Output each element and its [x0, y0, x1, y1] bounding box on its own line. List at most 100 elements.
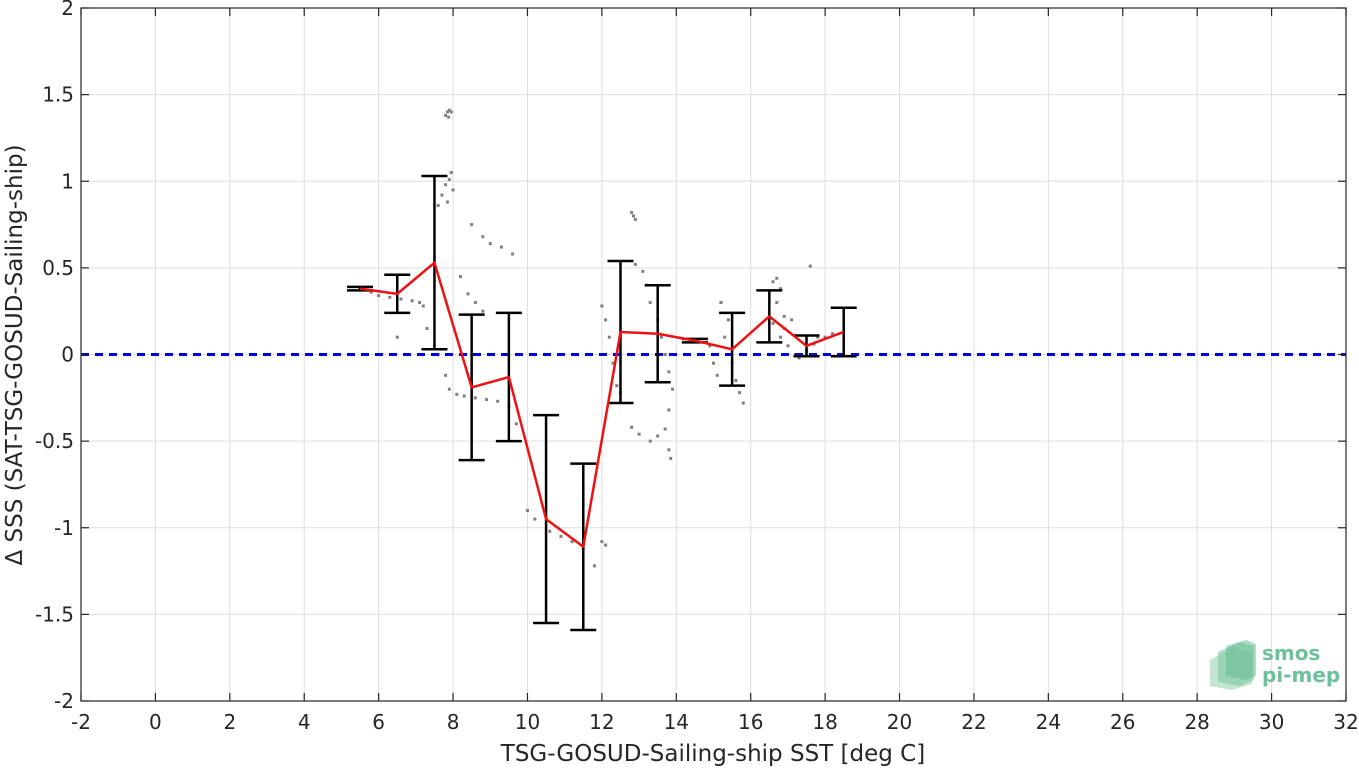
- logo-text-line2: pi-mep: [1262, 663, 1340, 687]
- x-axis-ticks: -2 0 2 4 6 8 10 12 14 16 18 20 22 24 26 28 30 32: [71, 8, 1359, 734]
- scatter-point: [723, 335, 727, 339]
- scatter-point: [447, 108, 451, 112]
- scatter-point: [425, 327, 429, 331]
- scatter-point: [667, 448, 671, 452]
- x-tick-label: 12: [589, 710, 614, 734]
- scatter-point: [630, 210, 634, 214]
- scatter-point: [734, 378, 738, 382]
- scatter-point: [485, 398, 489, 402]
- mean-series-line: [359, 261, 845, 549]
- scatter-point: [659, 335, 663, 339]
- scatter-point: [633, 262, 637, 266]
- scatter-point: [455, 392, 459, 396]
- scatter-point: [797, 356, 801, 360]
- scatter-point: [548, 529, 552, 533]
- mean-line: [359, 261, 845, 549]
- scatter-point: [570, 540, 574, 544]
- y-tick-label: -1: [54, 516, 74, 540]
- scatter-point: [399, 297, 403, 301]
- scatter-point: [615, 384, 619, 388]
- scatter-point: [778, 335, 782, 339]
- scatter-point: [611, 361, 615, 365]
- x-tick-label: -2: [71, 710, 91, 734]
- scatter-point: [630, 425, 634, 429]
- scatter-point: [447, 115, 451, 119]
- scatter-point: [481, 309, 485, 313]
- scatter-point: [600, 304, 604, 308]
- scatter-point: [445, 200, 449, 204]
- scatter-point: [369, 290, 373, 294]
- scatter-point: [499, 245, 503, 249]
- scatter-point: [648, 301, 652, 305]
- scatter-point: [663, 427, 667, 431]
- x-tick-label: 0: [149, 710, 162, 734]
- scatter-point: [604, 318, 608, 322]
- x-tick-label: 4: [298, 710, 311, 734]
- x-tick-label: 32: [1333, 710, 1358, 734]
- scatter-points: [358, 108, 835, 568]
- x-tick-label: 24: [1036, 710, 1061, 734]
- scatter-point: [592, 564, 596, 568]
- x-tick-label: 10: [515, 710, 540, 734]
- scatter-point: [449, 110, 453, 114]
- logo-text-line1: smos: [1262, 641, 1320, 665]
- scatter-point: [712, 361, 715, 365]
- scatter-point: [786, 344, 790, 348]
- x-axis-title: TSG-GOSUD-Sailing-ship SST [deg C]: [500, 741, 925, 767]
- scatter-point: [533, 517, 537, 521]
- scatter-point: [715, 373, 719, 377]
- scatter-point: [816, 335, 820, 339]
- scatter-point: [444, 113, 448, 117]
- scatter-point: [667, 408, 671, 412]
- scatter-point: [708, 344, 712, 348]
- smos-pi-mep-logo: smos pi-mep: [1210, 640, 1340, 690]
- scatter-point: [470, 223, 474, 227]
- scatter-point: [447, 178, 451, 182]
- scatter-point: [648, 439, 652, 443]
- x-tick-label: 8: [447, 710, 460, 734]
- scatter-point: [600, 540, 604, 544]
- scatter-point: [656, 434, 660, 438]
- y-tick-label: 0: [61, 343, 74, 367]
- scatter-point: [775, 276, 779, 280]
- scatter-point: [444, 373, 448, 377]
- y-tick-label: -1.5: [35, 602, 74, 626]
- scatter-point: [823, 335, 827, 339]
- x-tick-label: 28: [1184, 710, 1209, 734]
- scatter-point: [663, 353, 667, 356]
- scatter-point: [418, 301, 422, 305]
- scatter-point: [514, 422, 518, 426]
- scatter-point: [459, 275, 462, 279]
- scatter-point: [671, 387, 675, 391]
- scatter-point: [782, 314, 786, 318]
- x-tick-label: 16: [738, 710, 763, 734]
- x-tick-label: 22: [961, 710, 986, 734]
- scatter-point: [445, 110, 449, 114]
- scatter-point: [771, 321, 775, 325]
- scatter-point: [436, 204, 440, 208]
- x-tick-label: 6: [372, 710, 385, 734]
- y-tick-label: -0.5: [35, 429, 74, 453]
- y-axis-title: Δ SSS (SAT-TSG-GOSUD-Sailing-ship): [2, 144, 28, 565]
- scatter-point: [741, 401, 745, 405]
- scatter-point: [559, 534, 563, 538]
- scatter-point: [395, 335, 399, 339]
- scatter-point: [771, 280, 775, 284]
- x-tick-label: 20: [887, 710, 912, 734]
- y-tick-label: 1.5: [42, 83, 74, 107]
- scatter-point: [726, 318, 730, 322]
- scatter-point: [377, 294, 381, 298]
- scatter-point: [388, 295, 392, 299]
- scatter-point: [488, 242, 492, 246]
- scatter-point: [831, 332, 835, 336]
- scatter-point: [669, 456, 673, 460]
- x-tick-label: 26: [1110, 710, 1135, 734]
- scatter-point: [449, 171, 453, 175]
- scatter-point: [637, 432, 641, 436]
- scatter-point: [511, 252, 515, 256]
- x-tick-label: 18: [812, 710, 837, 734]
- scatter-point: [525, 508, 529, 512]
- scatter-point: [775, 301, 779, 305]
- y-tick-label: 2: [61, 0, 74, 20]
